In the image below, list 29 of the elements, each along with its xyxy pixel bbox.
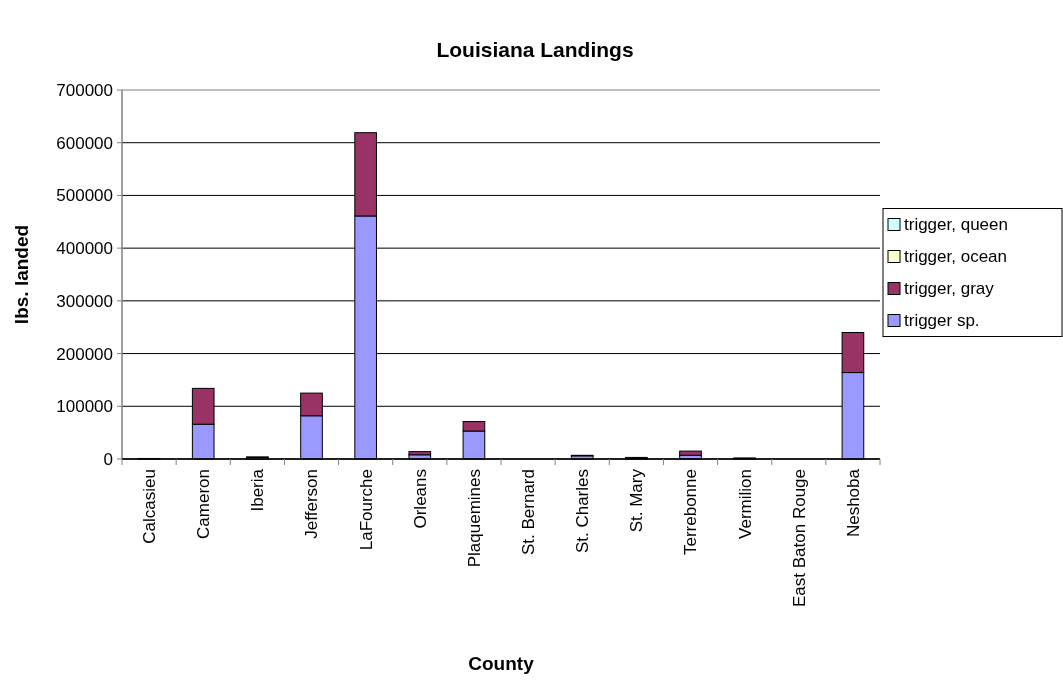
y-tick-label: 400000	[56, 239, 113, 259]
legend-label: trigger, gray	[904, 279, 995, 299]
x-tick-label: St. Bernard	[519, 469, 539, 555]
x-tick-label: Jefferson	[302, 469, 322, 539]
x-tick-label: Cameron	[194, 469, 214, 539]
y-tick-label: 600000	[56, 133, 113, 153]
x-axis-title: County	[468, 653, 535, 674]
x-tick-label: Terrebonne	[681, 469, 701, 556]
chart-title: Louisiana Landings	[436, 38, 634, 61]
x-tick-label: Calcasieu	[140, 469, 160, 544]
x-tick-label: Neshoba	[843, 468, 863, 538]
y-tick-label: 200000	[56, 344, 113, 364]
x-tick-label: Vermilion	[735, 469, 755, 539]
y-tick-label: 300000	[56, 291, 113, 311]
x-tick-label: Orleans	[410, 469, 430, 529]
y-tick-label: 100000	[56, 397, 113, 417]
x-tick-label: St. Charles	[573, 469, 593, 554]
y-axis-title: lbs. landed	[11, 224, 32, 325]
y-tick-label: 0	[103, 449, 113, 469]
legend-label: trigger sp.	[904, 311, 980, 331]
x-tick-label: East Baton Rouge	[789, 469, 809, 607]
legend-label: trigger, queen	[904, 215, 1008, 235]
y-tick-label: 500000	[56, 186, 113, 206]
y-tick-label: 700000	[56, 80, 113, 100]
x-tick-label: Iberia	[248, 468, 268, 512]
x-tick-label: LaFourche	[356, 469, 376, 551]
x-tick-label: Plaquemines	[464, 469, 484, 568]
legend-label: trigger, ocean	[904, 247, 1008, 267]
x-tick-label: St. Mary	[627, 468, 647, 533]
